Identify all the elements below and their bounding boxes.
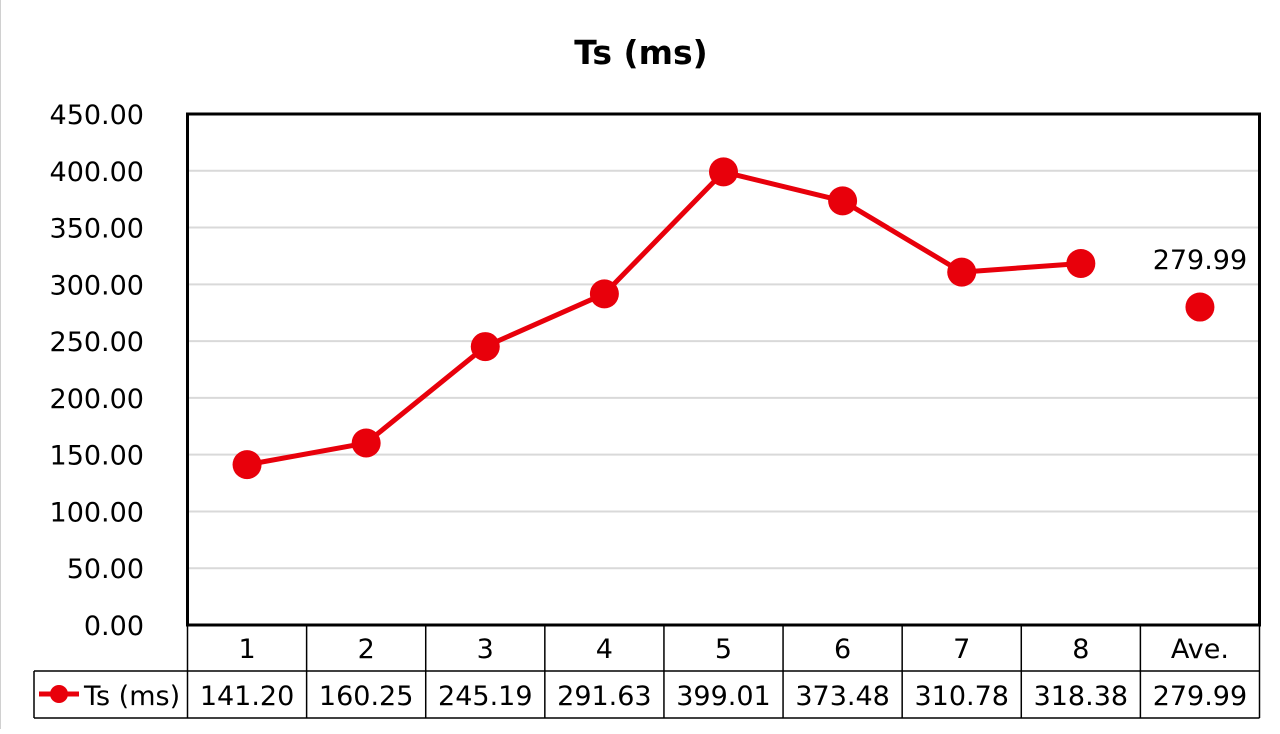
y-tick-label: 150.00 [50, 441, 144, 472]
data-point [828, 186, 858, 216]
y-tick-label: 450.00 [50, 100, 144, 131]
data-point [1185, 292, 1215, 322]
category-label: Ave. [1171, 634, 1229, 665]
y-tick-label: 200.00 [50, 384, 144, 415]
data-point [709, 157, 738, 187]
table-value-cell: 310.78 [914, 681, 1008, 712]
y-tick-label: 0.00 [84, 611, 144, 642]
table-value-cell: 279.99 [1153, 681, 1247, 712]
table-value-cell: 141.20 [200, 681, 294, 712]
category-label: 1 [238, 634, 255, 665]
series-line [246, 169, 1082, 468]
table-value-cell: 373.48 [795, 681, 889, 712]
y-tick-label: 50.00 [67, 554, 144, 585]
data-point [1066, 248, 1096, 278]
data-point [470, 332, 500, 362]
table-value-cell: 291.63 [557, 681, 651, 712]
category-label: 7 [953, 634, 970, 665]
data-point [351, 428, 381, 458]
legend-series-name: Ts (ms) [83, 681, 180, 712]
data-point [232, 450, 262, 480]
category-label: 6 [834, 634, 851, 665]
y-tick-label: 250.00 [50, 327, 144, 358]
y-tick-label: 300.00 [50, 270, 144, 301]
legend-point-marker [50, 685, 68, 703]
chart-title: Ts (ms) [574, 33, 707, 72]
y-tick-label: 350.00 [50, 214, 144, 245]
table-value-cell: 318.38 [1034, 681, 1128, 712]
category-label: 8 [1072, 634, 1089, 665]
category-label: 4 [596, 634, 613, 665]
y-axis-ticks: 0.00 50.00 100.00 150.00 200.00 250.00 300.00 3… [50, 100, 144, 642]
data-label: 279.99 [1153, 245, 1247, 276]
category-label: 5 [715, 634, 732, 665]
series-layer: 279.99 [232, 157, 1247, 480]
table-value-cell: 160.25 [319, 681, 413, 712]
data-point [947, 257, 977, 287]
table-value-cell: 245.19 [438, 681, 532, 712]
category-label: 2 [358, 634, 375, 665]
y-tick-label: 100.00 [50, 497, 144, 528]
y-tick-label: 400.00 [50, 157, 144, 188]
data-table: 1 141.20 2 160.25 3 245.19 4 291.63 5 399.01 6 373.… [33, 625, 1261, 719]
category-label: 3 [477, 634, 494, 665]
plot-area-border [186, 112, 1261, 627]
data-point [589, 279, 619, 309]
gridlines [187, 169, 1260, 570]
table-value-cell: 399.01 [676, 681, 770, 712]
